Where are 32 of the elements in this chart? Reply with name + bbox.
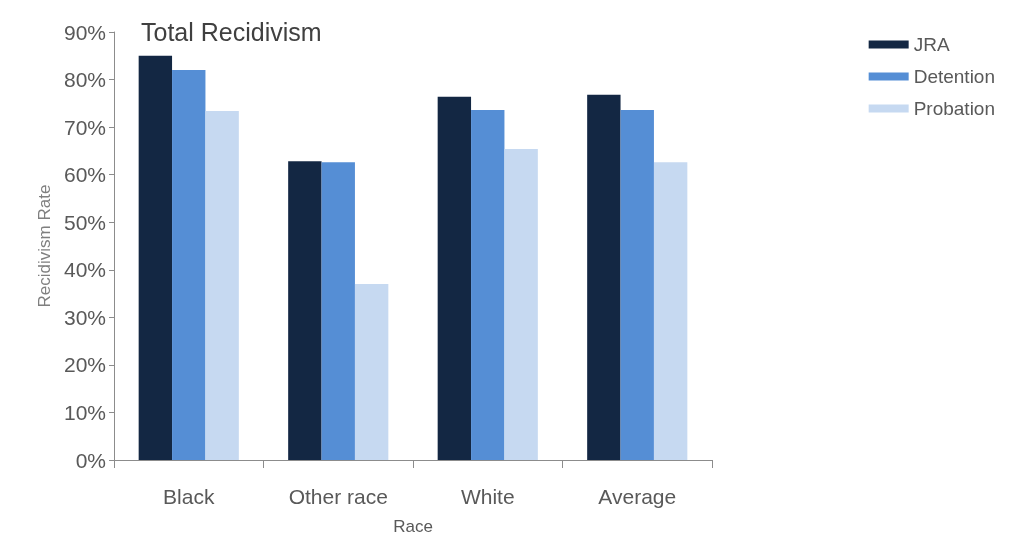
bar xyxy=(354,284,389,460)
y-tick-label: 90% xyxy=(63,20,106,44)
y-tick-label: 30% xyxy=(63,305,106,329)
y-tick-label: 50% xyxy=(63,210,106,234)
bar xyxy=(471,109,505,460)
bar xyxy=(138,55,173,460)
y-tick-label: 40% xyxy=(63,258,106,282)
bar xyxy=(205,110,239,460)
y-tick-label: 60% xyxy=(63,163,106,187)
x-tick-label: Black xyxy=(163,485,215,508)
x-axis-title: Race xyxy=(393,517,433,536)
x-tick-label: Other race xyxy=(288,485,388,508)
legend-label: Detention xyxy=(913,66,996,87)
bar xyxy=(653,162,688,460)
bar xyxy=(620,109,654,460)
x-tick-label: Average xyxy=(598,485,677,508)
x-tick-label: White xyxy=(460,485,515,508)
y-tick-label: 0% xyxy=(75,448,106,472)
bar xyxy=(172,70,206,460)
y-tick-label: 70% xyxy=(63,115,106,139)
y-tick-label: 20% xyxy=(63,353,106,377)
legend-label: JRA xyxy=(913,34,950,55)
y-axis-title: Recidivism Rate xyxy=(35,184,55,308)
chart-title: Total Recidivism xyxy=(141,17,322,46)
legend-label: Probation xyxy=(913,98,996,119)
bar xyxy=(587,94,621,460)
bar xyxy=(504,148,538,460)
bar xyxy=(437,96,472,460)
y-tick-label: 80% xyxy=(63,68,106,92)
bar xyxy=(288,161,322,460)
bar xyxy=(321,162,355,460)
y-tick-label: 10% xyxy=(63,400,106,424)
